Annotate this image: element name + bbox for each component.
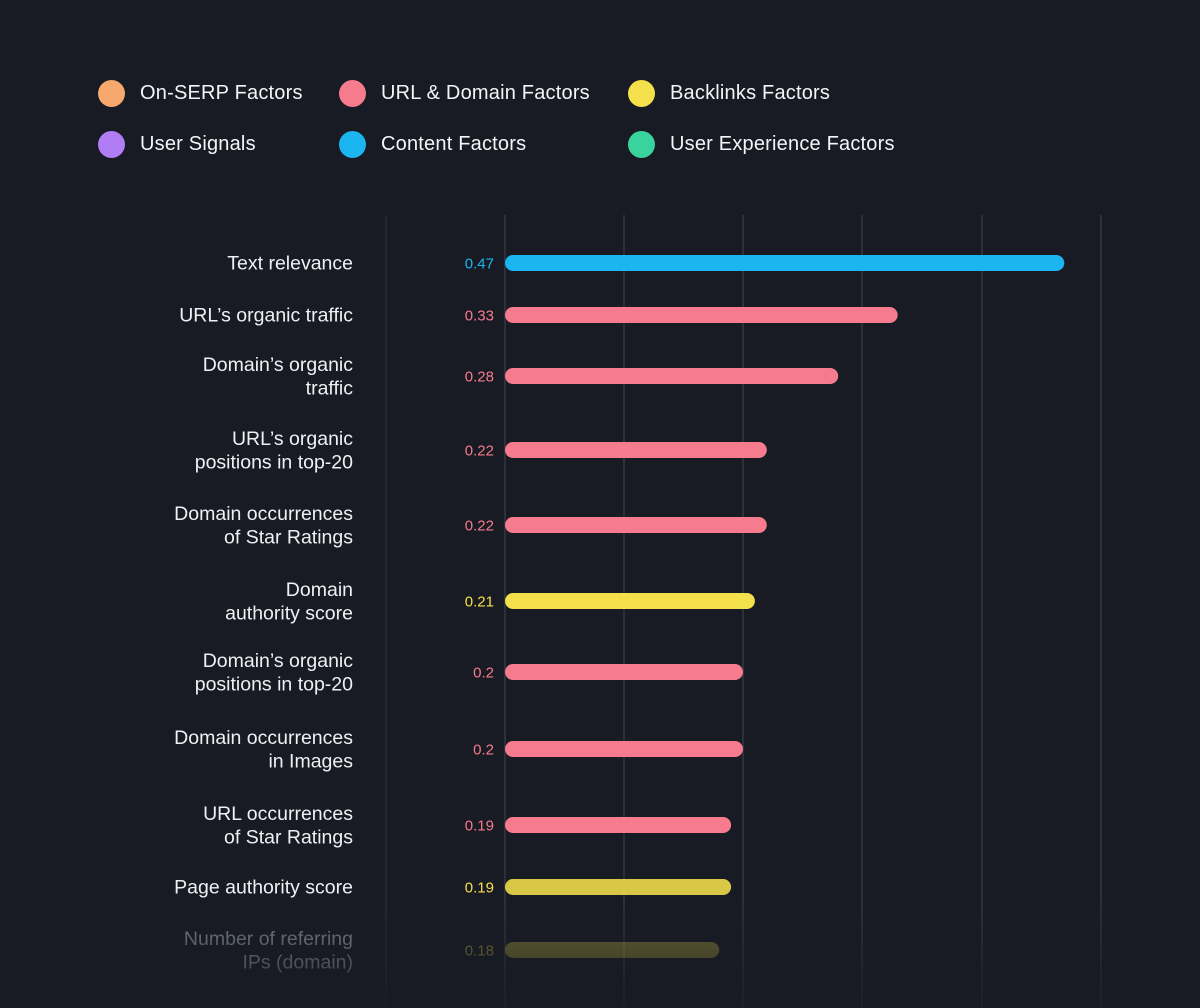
value-label: 0.33 — [465, 308, 494, 325]
bar — [505, 593, 755, 609]
legend-dot-user-signals — [98, 130, 125, 158]
category-label: Domain’s organic positions in top-20 — [195, 650, 354, 696]
category-label: Domain occurrences of Star Ratings — [174, 503, 353, 549]
value-label: 0.18 — [465, 943, 494, 960]
value-label: 0.19 — [465, 880, 494, 897]
legend-item-user-experience: User Experience Factors — [628, 129, 895, 159]
value-label: 0.21 — [465, 594, 494, 611]
legend-label-backlinks: Backlinks Factors — [670, 81, 831, 104]
category-label: URL’s organic positions in top-20 — [195, 428, 354, 474]
category-label: Number of referring IPs (domain) — [184, 928, 353, 974]
legend-label-on-serp: On-SERP Factors — [140, 81, 303, 104]
bar — [505, 255, 1065, 271]
category-label: URL occurrences of Star Ratings — [203, 803, 353, 849]
legend-dot-url-domain — [339, 79, 366, 107]
legend-item-user-signals: User Signals — [98, 129, 256, 159]
legend-label-user-signals: User Signals — [140, 132, 256, 155]
value-label: 0.2 — [473, 742, 494, 759]
bar — [505, 442, 767, 458]
legend-label-user-experience: User Experience Factors — [670, 132, 895, 155]
category-label: URL’s organic traffic — [179, 305, 353, 327]
category-label: Domain occurrences in Images — [174, 727, 353, 773]
legend-item-backlinks: Backlinks Factors — [628, 78, 830, 108]
category-label: Text relevance — [227, 253, 353, 275]
category-label: Domain authority score — [225, 579, 353, 625]
legend-dot-user-experience — [628, 130, 655, 158]
bar — [505, 517, 767, 533]
chart-legend: On-SERP Factors URL & Domain Factors Bac… — [0, 0, 1200, 190]
legend-item-url-domain: URL & Domain Factors — [339, 78, 590, 108]
value-label: 0.19 — [465, 818, 494, 835]
legend-item-on-serp: On-SERP Factors — [98, 78, 303, 108]
category-label: Domain’s organic traffic — [203, 354, 354, 400]
value-label: 0.47 — [465, 256, 494, 273]
bar — [505, 942, 720, 958]
bar — [505, 741, 743, 757]
bar — [505, 307, 898, 323]
legend-dot-content — [339, 130, 366, 158]
bar — [505, 817, 732, 833]
category-label: Page authority score — [174, 877, 353, 899]
legend-dot-on-serp — [98, 79, 125, 107]
value-label: 0.22 — [465, 518, 494, 535]
legend-item-content: Content Factors — [339, 129, 526, 159]
bar — [505, 664, 743, 680]
bar — [505, 368, 839, 384]
bar — [505, 879, 732, 895]
legend-label-url-domain: URL & Domain Factors — [381, 81, 590, 104]
value-label: 0.28 — [465, 369, 494, 386]
legend-dot-backlinks — [628, 79, 655, 107]
value-label: 0.2 — [473, 665, 494, 682]
value-label: 0.22 — [465, 443, 494, 460]
legend-label-content: Content Factors — [381, 132, 527, 155]
